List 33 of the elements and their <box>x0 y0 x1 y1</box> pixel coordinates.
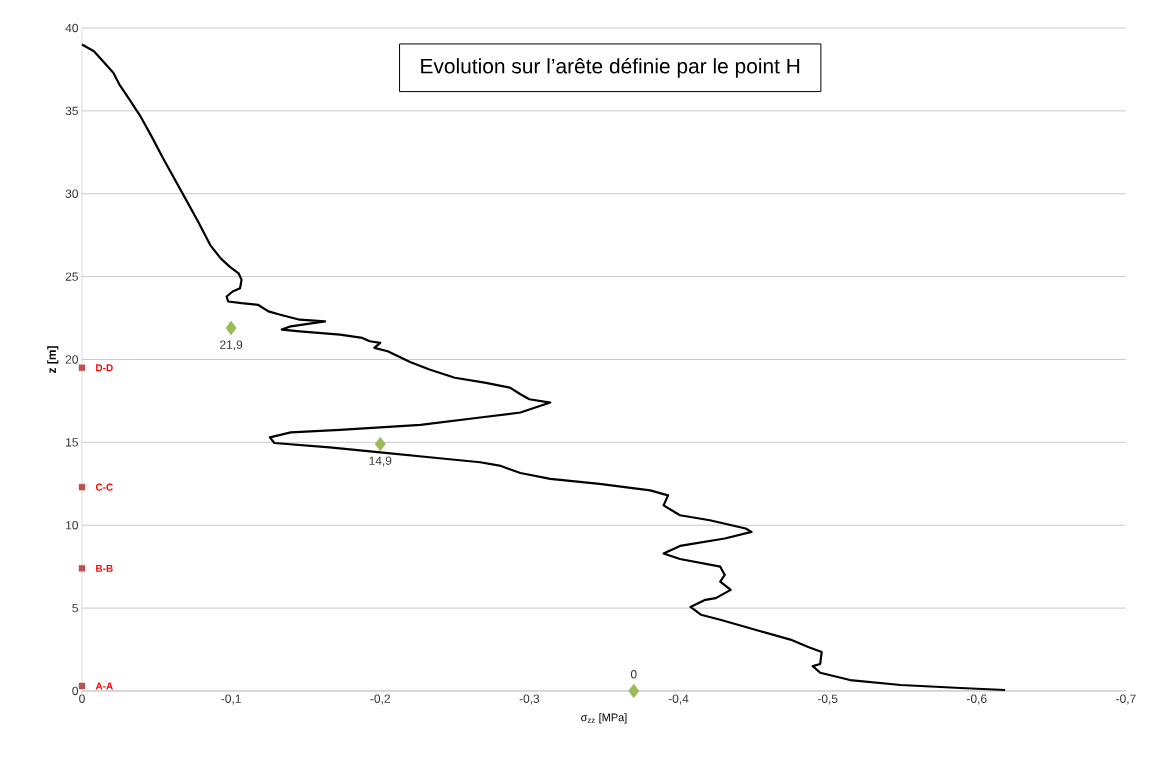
text: Evolution sur l’arête définie par le point H <box>421 57 800 78</box>
data-label: 0 <box>630 670 637 679</box>
y-tick-label: 15 <box>66 438 78 447</box>
y-tick-label: 10 <box>66 521 79 530</box>
x-axis-title: σ$_{zz}$ [MPa] <box>581 713 627 724</box>
point <box>225 320 237 336</box>
x-tick-label: -0,5 <box>817 694 838 705</box>
y-tick-label: 5 <box>72 603 78 613</box>
y-tick-label: 20 <box>65 355 79 364</box>
x-tick-label: -0,7 <box>1116 694 1136 705</box>
data-label: 14,9 <box>369 456 392 467</box>
data-label: 21,9 <box>220 340 243 351</box>
x-tick-label: -0,2 <box>370 694 390 705</box>
data-label: B-B <box>96 564 113 572</box>
point <box>374 436 386 452</box>
x-tick-label: -0,6 <box>967 694 987 705</box>
data-label: A-A <box>95 682 113 690</box>
point <box>628 683 640 699</box>
x-tick-label: -0,3 <box>519 694 540 705</box>
point <box>78 483 86 491</box>
y-tick-label: 30 <box>65 189 79 198</box>
data-label: D-D <box>96 364 113 372</box>
y-tick-label: 35 <box>65 106 78 116</box>
x-tick-label: -0,1 <box>221 694 241 705</box>
x-tick-label: -0,4 <box>668 694 689 705</box>
point <box>78 565 86 572</box>
y-axis-title: z [m] <box>47 346 59 373</box>
point <box>78 364 86 371</box>
y-tick-label: 40 <box>65 23 79 33</box>
x-tick-label: 0 <box>79 694 85 703</box>
data-label: C-C <box>95 483 113 491</box>
y-tick-label: 0 <box>72 686 79 696</box>
y-tick-label: 25 <box>65 272 78 281</box>
